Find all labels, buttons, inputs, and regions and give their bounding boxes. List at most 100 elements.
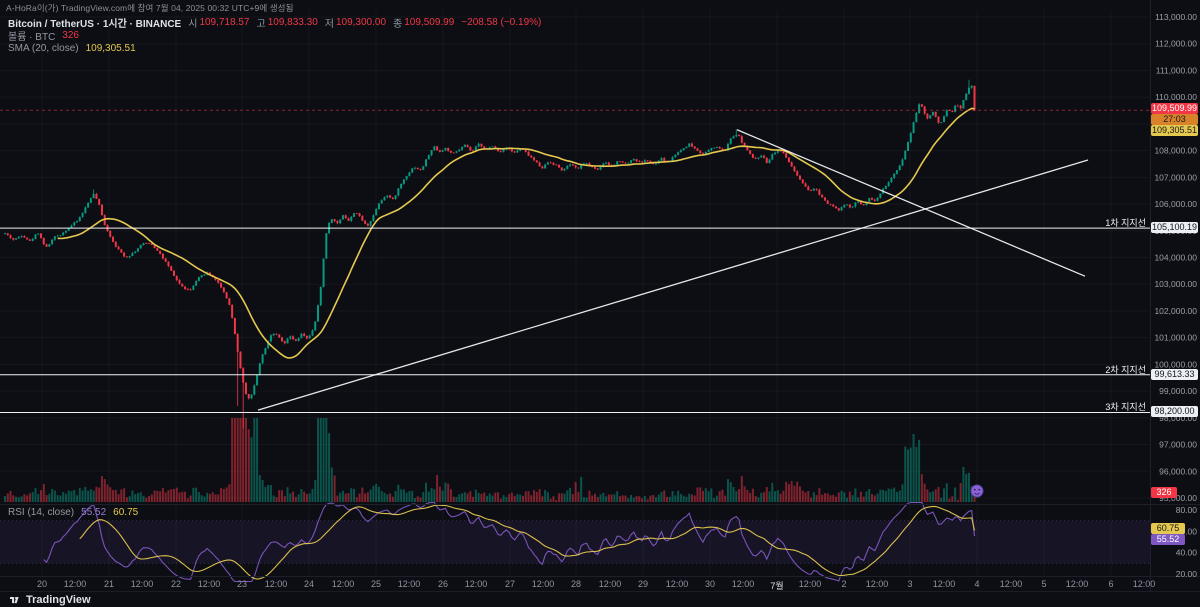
emoji-sticker[interactable]: [970, 484, 984, 498]
time-axis-label: 12:00: [397, 579, 421, 589]
volume-value-badge: 326: [1151, 487, 1177, 498]
time-axis-label: 25: [370, 579, 382, 589]
time-axis-label: 12:00: [665, 579, 689, 589]
bar-countdown-badge: 27:03: [1151, 114, 1198, 125]
svg-text:111,000.00: 111,000.00: [1156, 65, 1198, 75]
time-axis-label: 21: [103, 579, 115, 589]
symbol-legend-row[interactable]: Bitcoin / TetherUS · 1시간 · BINANCE 시 109…: [8, 16, 542, 30]
rsi-lines: [43, 501, 976, 583]
time-axis-label: 22: [170, 579, 182, 589]
tradingview-logo-icon: [9, 597, 19, 604]
open-value: 109,718.57: [199, 17, 250, 28]
svg-text:108,000.00: 108,000.00: [1154, 146, 1197, 156]
sma-line: [57, 107, 975, 359]
sma-value: 109,305.51: [85, 43, 136, 54]
time-axis-label: 12:00: [464, 579, 488, 589]
time-axis-label: 12:00: [264, 579, 288, 589]
time-axis-label: 12:00: [598, 579, 622, 589]
svg-text:107,000.00: 107,000.00: [1154, 172, 1197, 182]
svg-text:110,000.00: 110,000.00: [1155, 92, 1197, 102]
time-axis-label: 27: [504, 579, 516, 589]
support-price-badge-2: 99,613.33: [1151, 369, 1198, 380]
volume-value: 326: [62, 30, 79, 41]
time-axis-label: 12:00: [999, 579, 1023, 589]
time-axis-label: 30: [704, 579, 716, 589]
open-label: 시: [188, 19, 198, 30]
rsi-value-badge: 55.52: [1151, 534, 1185, 545]
close-label: 종: [393, 19, 403, 30]
price-axis[interactable]: [1150, 0, 1200, 591]
rsi-value: 55.52: [81, 507, 107, 518]
support-line-label-2: 2차 지지선: [1105, 365, 1146, 375]
svg-text:20.00: 20.00: [1176, 569, 1198, 579]
volume-label: 볼륨 · BTC: [8, 32, 56, 43]
svg-text:104,000.00: 104,000.00: [1154, 253, 1197, 263]
rsi-legend-row[interactable]: RSI (14, close) 55.52 60.75: [8, 506, 138, 519]
tradingview-logo[interactable]: TradingView: [8, 593, 91, 606]
rsi-ma-value: 60.75: [113, 507, 139, 518]
svg-text:101,000.00: 101,000.00: [1154, 333, 1197, 343]
time-axis-label: 12:00: [197, 579, 221, 589]
svg-text:113,000.00: 113,000.00: [1155, 12, 1197, 22]
trendlines[interactable]: [257, 129, 1089, 411]
svg-text:99,000.00: 99,000.00: [1159, 386, 1197, 396]
low-value: 109,300.00: [335, 17, 387, 28]
rsi-band: [0, 520, 1150, 564]
change-value: −208.58 (−0.19%): [461, 17, 542, 28]
svg-text:80.00: 80.00: [1176, 505, 1198, 515]
time-axis-label: 24: [303, 579, 315, 589]
time-axis-label: 12:00: [1132, 579, 1156, 589]
rsi-ma-badge: 60.75: [1151, 523, 1185, 534]
candles: [4, 79, 976, 429]
time-axis-label: 12:00: [331, 579, 355, 589]
high-label: 고: [256, 19, 266, 30]
time-axis-label: 29: [637, 579, 649, 589]
support-price-badge-1: 105,100.19: [1151, 222, 1198, 233]
time-axis-label: 5: [1041, 579, 1047, 589]
time-axis-label: 6: [1108, 579, 1114, 589]
support-line-label-1: 1차 지지선: [1105, 218, 1146, 228]
svg-text:40.00: 40.00: [1176, 548, 1198, 558]
high-value: 109,833.30: [267, 17, 318, 28]
svg-text:112,000.00: 112,000.00: [1155, 39, 1197, 49]
tradingview-wordmark: TradingView: [26, 593, 91, 606]
time-axis[interactable]: 20 12:00 21 12:00 22 12:00 23 12:00 24 12:00 25 12:…: [0, 577, 1155, 591]
svg-text:95,000.00: 95,000.00: [1159, 493, 1197, 503]
symbol-title: Bitcoin / TetherUS · 1시간 · BINANCE: [8, 19, 182, 30]
svg-text:106,000.00: 106,000.00: [1154, 199, 1197, 209]
price-axis-labels: 95,000.00 96,000.00 97,000.00 98,000.00 99,0…: [1154, 12, 1197, 579]
time-axis-label: 12:00: [798, 579, 822, 589]
time-axis-label: 12:00: [531, 579, 555, 589]
volume-legend-row[interactable]: 볼륨 · BTC 326: [8, 29, 541, 43]
close-value: 109,509.99: [404, 17, 455, 28]
time-axis-label: 2: [841, 579, 847, 589]
time-axis-label: 12:00: [932, 579, 956, 589]
attribution-text: A-HoRa이(가) TradingView.com에 참여 7월 04, 20…: [6, 3, 294, 13]
time-axis-label: 23: [236, 579, 248, 589]
svg-text:103,000.00: 103,000.00: [1154, 279, 1197, 289]
rsi-label: RSI (14, close): [8, 507, 75, 518]
svg-text:96,000.00: 96,000.00: [1159, 466, 1197, 476]
svg-text:97,000.00: 97,000.00: [1159, 440, 1197, 450]
support-lines[interactable]: [0, 227, 1150, 413]
svg-text:102,000.00: 102,000.00: [1154, 306, 1197, 316]
time-axis-label: 7월: [770, 581, 784, 591]
time-axis-label: 3: [907, 579, 913, 589]
footer-bar: TradingView: [0, 591, 1200, 607]
time-axis-label: 28: [570, 579, 582, 589]
sma-label: SMA (20, close): [8, 43, 79, 54]
time-axis-label: 12:00: [63, 579, 87, 589]
legend: Bitcoin / TetherUS · 1시간 · BINANCE 시 109…: [8, 16, 541, 55]
support-price-badge-3: 98,200.00: [1151, 406, 1198, 417]
time-axis-label: 12:00: [865, 579, 889, 589]
time-axis-label: 12:00: [731, 579, 755, 589]
svg-text:100,000.00: 100,000.00: [1154, 359, 1197, 369]
low-label: 저: [324, 19, 334, 30]
sma-legend-row[interactable]: SMA (20, close) 109,305.51: [8, 42, 541, 55]
last-price-badge: 109,509.99: [1151, 103, 1198, 114]
grid-lines: [0, 16, 1150, 499]
time-axis-label: 4: [974, 579, 980, 589]
time-axis-label: 20: [36, 579, 48, 589]
